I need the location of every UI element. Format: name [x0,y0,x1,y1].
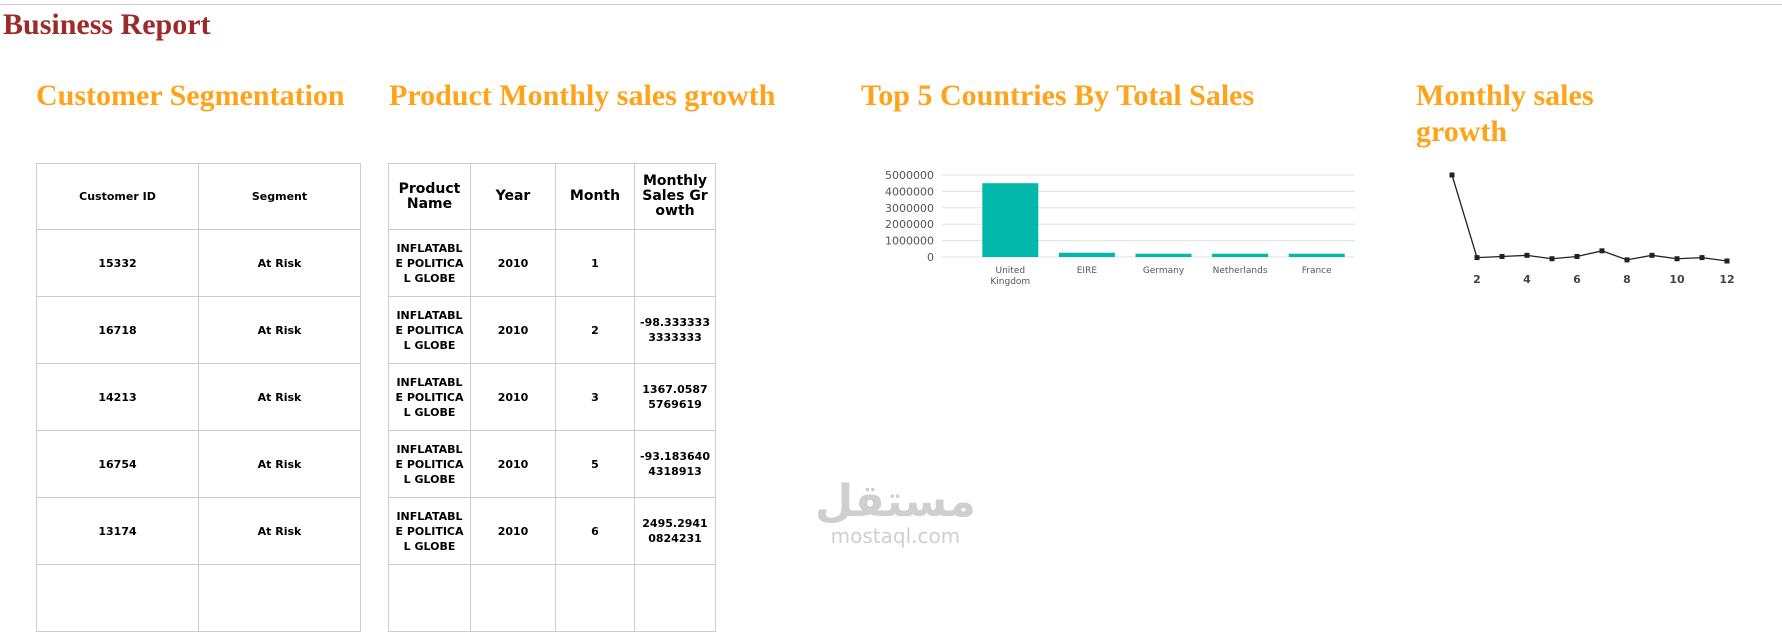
cell: 15332 [37,230,199,297]
cell: 13174 [37,498,199,565]
cell: At Risk [199,364,361,431]
cell: At Risk [199,297,361,364]
cell: At Risk [199,431,361,498]
x-tick-label: 10 [1669,273,1685,286]
header-cell: Segment [199,164,361,230]
point [1574,253,1580,259]
point [1474,255,1480,261]
cell: 2010 [471,230,556,297]
cell: 2010 [471,431,556,498]
report-title: Business Report [3,8,211,41]
charts: 0 1000000 2000000 3000000 4000000 5000000 Unit… [885,169,1735,287]
point [1549,256,1555,262]
point [1524,252,1530,258]
cell: 2010 [471,364,556,431]
header-cell: Customer ID [37,164,199,230]
cell: INFLATABLE POLITICAL GLOBE [389,498,471,565]
bar [1058,252,1115,257]
header-cell: Month [556,164,635,230]
cell [199,565,361,632]
bar [1212,253,1269,257]
x-tick-label: France [1302,266,1332,276]
cell: 6 [556,498,635,565]
y-tick-label: 4000000 [885,185,934,198]
x-tick-label: Germany [1143,266,1185,276]
bar [1135,253,1192,257]
point [1624,257,1630,263]
watermark: مستقل mostaql.com [815,476,976,549]
point [1499,253,1505,259]
line [1451,174,1728,262]
header-cell: Product Name [389,164,471,230]
cell: INFLATABLE POLITICAL GLOBE [389,431,471,498]
point [1649,252,1655,258]
bar [1288,253,1345,257]
cell: 14213 [37,364,199,431]
cell [556,565,635,632]
x-tick-label: 6 [1573,273,1581,286]
y-tick-label: 0 [927,251,934,264]
cell: 5 [556,431,635,498]
cell: At Risk [199,230,361,297]
cell [37,565,199,632]
watermark-arabic: مستقل [815,476,976,527]
point [1599,248,1605,254]
segment-table: Customer ID Segment 15332 At Risk 16718 At Ri… [36,163,361,632]
cell: INFLATABLE POLITICAL GLOBE [389,364,471,431]
page: Business Report Customer Segmentation Pr… [0,4,1782,632]
growth-table: Product Name Year Month Monthly Sales Growt… [388,163,716,632]
cell: 16754 [37,431,199,498]
x-tick-label: 8 [1623,273,1631,286]
x-tick-label: 2 [1473,273,1481,286]
cell: 1 [556,230,635,297]
chart-title: Top 5 Countries By Total Sales [861,79,1255,112]
point [1724,258,1730,264]
cell: INFLATABLE POLITICAL GLOBE [389,297,471,364]
bar [982,183,1039,257]
x-tick-label: EIRE [1077,266,1098,276]
cell: -98.3333333333333 [635,297,716,364]
point [1674,256,1680,262]
header-cell: Year [471,164,556,230]
cell: INFLATABLE POLITICAL GLOBE [389,230,471,297]
point [1449,172,1455,178]
watermark-latin: mostaql.com [830,524,961,548]
cell [635,230,716,297]
cell: 3 [556,364,635,431]
y-tick-label: 3000000 [885,202,934,215]
cell: 2010 [471,498,556,565]
section-title: Customer Segmentation [36,79,345,112]
cell: At Risk [199,498,361,565]
header-cell: Monthly Sales Growth [635,164,716,230]
top-rule [0,4,1782,5]
cell [635,565,716,632]
y-tick-label: 5000000 [885,169,934,182]
cell: 2 [556,297,635,364]
x-tick-label: 4 [1523,273,1531,286]
y-tick-label: 1000000 [885,235,934,248]
section-title: Product Monthly sales growth [389,79,776,112]
cell: 16718 [37,297,199,364]
x-tick-label: 12 [1719,273,1734,286]
x-tick-label: Netherlands [1213,266,1268,276]
cell [389,565,471,632]
y-tick-label: 2000000 [885,218,934,231]
cell: 1367.05875769619 [635,364,716,431]
point [1699,255,1705,261]
cell [471,565,556,632]
chart-title: Monthly sales growth [1416,79,1594,148]
cell: -93.1836404318913 [635,431,716,498]
cell: 2010 [471,297,556,364]
cell: 2495.29410824231 [635,498,716,565]
x-tick-label: United Kingdom [990,266,1030,287]
